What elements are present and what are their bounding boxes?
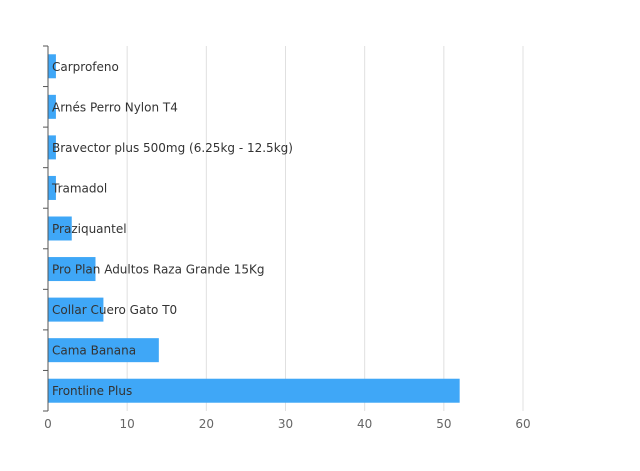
bar[interactable]: [48, 257, 96, 282]
x-tick-label: 20: [199, 417, 214, 431]
x-tick-label: 30: [278, 417, 293, 431]
bar-category-label: Collar Cuero Gato T0: [52, 303, 177, 317]
x-tick-label: 50: [436, 417, 451, 431]
bar[interactable]: [48, 297, 104, 322]
labels: 0 10 20 30 40 50 60 Carprofeno Arnés Perro Nylon…: [44, 60, 530, 431]
bars: [48, 54, 460, 403]
bar-category-label: Bravector plus 500mg (6.25kg - 12.5kg): [52, 141, 293, 155]
x-tick-label: 40: [357, 417, 372, 431]
bar-category-label: Carprofeno: [52, 60, 119, 74]
bar[interactable]: [48, 135, 56, 160]
bar-category-label: Cama Banana: [52, 344, 136, 358]
bar[interactable]: [48, 378, 460, 403]
bar-category-label: Frontline Plus: [52, 384, 132, 398]
bar[interactable]: [48, 216, 72, 241]
bar-category-label: Praziquantel: [52, 222, 127, 236]
axes: [43, 45, 49, 412]
bar-category-label: Pro Plan Adultos Raza Grande 15Kg: [52, 263, 265, 277]
x-tick-label: 60: [515, 417, 530, 431]
bar[interactable]: [48, 94, 56, 119]
bar[interactable]: [48, 54, 56, 79]
bar[interactable]: [48, 338, 159, 363]
grid-lines: [126, 46, 524, 411]
bar-category-label: Tramadol: [51, 181, 107, 195]
x-tick-label: 0: [44, 417, 52, 431]
x-tick-label: 10: [120, 417, 135, 431]
bar-category-label: Arnés Perro Nylon T4: [52, 100, 178, 114]
bar[interactable]: [48, 175, 56, 200]
